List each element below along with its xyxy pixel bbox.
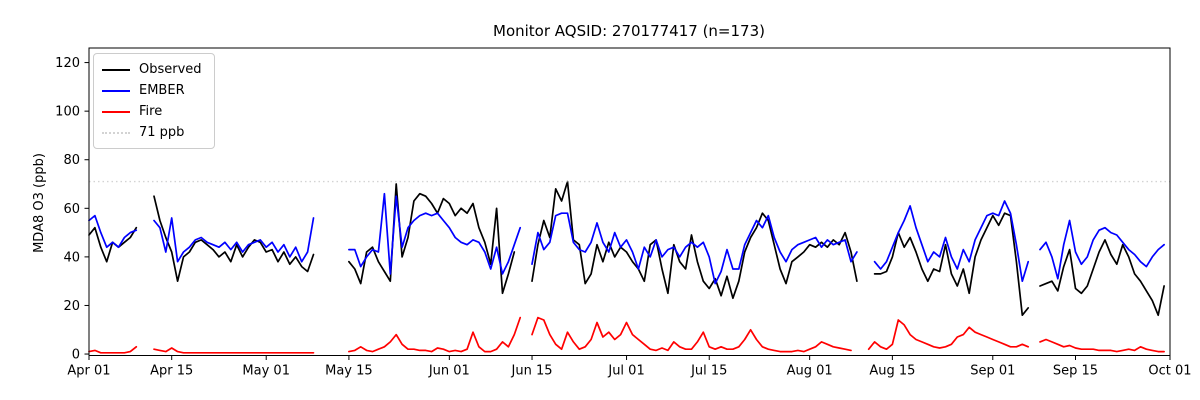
y-tick-label: 40 — [63, 250, 80, 265]
observed-line-sample-icon — [102, 68, 130, 71]
x-tick-label: Jul 01 — [607, 364, 644, 379]
x-tick-label: May 01 — [242, 364, 290, 379]
x-tick-label: Jun 01 — [428, 364, 470, 379]
x-tick-label: Aug 15 — [869, 364, 915, 379]
x-tick-label: Jul 15 — [690, 364, 727, 379]
x-tick-label: Oct 01 — [1148, 364, 1191, 379]
y-tick-label: 0 — [72, 348, 80, 363]
legend-label: EMBER — [139, 83, 185, 98]
x-tick-label: Apr 01 — [67, 364, 110, 379]
y-axis-label: MDA8 O3 (ppb) — [32, 153, 47, 253]
x-tick-label: Sep 01 — [970, 364, 1015, 379]
x-tick-label: May 15 — [325, 364, 373, 379]
y-tick-label: 100 — [55, 105, 80, 120]
y-tick-label: 120 — [55, 56, 80, 71]
legend-label: Fire — [139, 104, 163, 119]
legend-entry-observed: Observed — [102, 59, 214, 80]
x-tick-label: Jun 15 — [511, 364, 553, 379]
x-tick-label: Sep 15 — [1053, 364, 1098, 379]
legend-label: 71 ppb — [139, 125, 185, 140]
fire-line-sample-icon — [102, 110, 130, 113]
legend-label: Observed — [139, 62, 202, 77]
y-tick-label: 20 — [63, 299, 80, 314]
legend: Observed EMBER Fire 71 ppb — [93, 53, 215, 149]
legend-entry-ember: EMBER — [102, 80, 214, 101]
axes-frame — [88, 47, 1171, 356]
x-tick-label: Aug 01 — [787, 364, 833, 379]
threshold-line-sample-icon — [102, 131, 130, 134]
chart-title: Monitor AQSID: 270177417 (n=173) — [493, 22, 765, 40]
x-tick-label: Apr 15 — [150, 364, 193, 379]
plot-area: Apr 01 Apr 15 May 01 May 15 Jun 01 Jun 15 Jul … — [55, 47, 1192, 379]
legend-entry-threshold: 71 ppb — [102, 122, 214, 143]
ember-line-sample-icon — [102, 89, 130, 92]
legend-entry-fire: Fire — [102, 101, 214, 122]
y-tick-label: 60 — [63, 202, 80, 217]
y-tick-label: 80 — [63, 153, 80, 168]
ember-line — [88, 192, 1165, 285]
fire-line — [88, 316, 1165, 354]
observed-line — [88, 180, 1165, 317]
